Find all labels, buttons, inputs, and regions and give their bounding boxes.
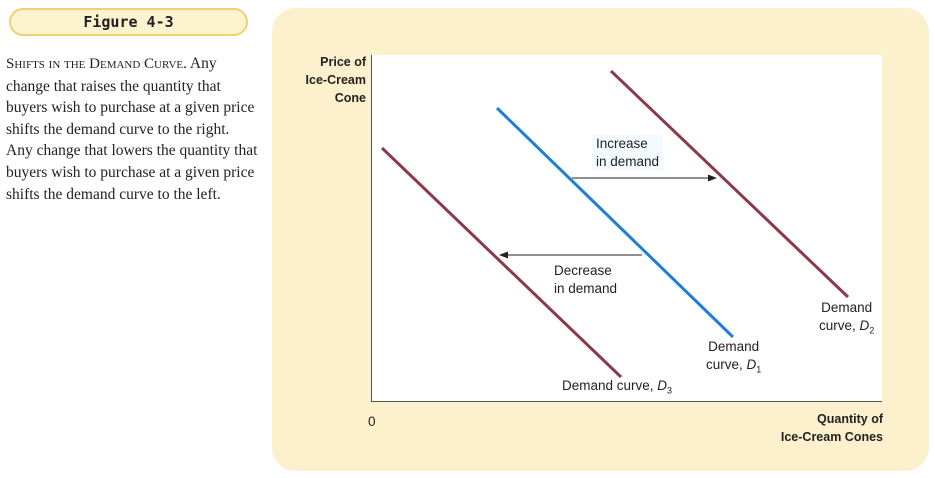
d3-subscript: 3 — [667, 385, 673, 396]
d1-label-line2-wrap: curve, D1 — [706, 357, 762, 375]
plot-area — [371, 55, 882, 402]
y-axis-label-line1: Price of — [320, 55, 366, 69]
demand-curve-d3 — [380, 146, 623, 379]
y-axis-label-line2: Ice-Cream — [305, 73, 366, 87]
d2-label-line1: Demand — [821, 300, 873, 315]
curve-label-d2: Demand curve, D2 — [819, 299, 874, 340]
x-axis-label: Quantity of Ice-Cream Cones — [730, 410, 883, 446]
x-axis-label-line1: Quantity of — [817, 412, 883, 426]
increase-annotation: Increase in demand — [592, 135, 664, 171]
caption-title: Shifts in the Demand Curve. — [6, 56, 187, 72]
d2-subscript: 2 — [869, 325, 875, 336]
caption-body: Any change that raises the quantity that… — [6, 55, 258, 203]
decrease-annotation: Decrease in demand — [554, 262, 617, 298]
increase-line2: in demand — [596, 154, 660, 169]
decrease-line1: Decrease — [554, 263, 612, 278]
figure-label: Figure 4-3 — [9, 8, 248, 36]
d2-label-line2-wrap: curve, D2 — [819, 318, 875, 336]
y-axis-label-line3: Cone — [334, 91, 366, 105]
curve-label-d3: Demand curve, D3 — [562, 378, 673, 396]
decrease-line2: in demand — [554, 281, 618, 296]
curve-label-d1: Demand curve, D1 — [706, 338, 761, 379]
demand-curve-d1 — [495, 106, 735, 339]
x-axis-label-line2: Ice-Cream Cones — [780, 430, 883, 444]
increase-line1: Increase — [596, 136, 648, 151]
d3-label-text: Demand curve, — [562, 378, 658, 393]
figure-caption: Shifts in the Demand Curve. Any change t… — [6, 53, 258, 205]
d1-label-line1: Demand — [708, 339, 760, 354]
origin-label: 0 — [368, 414, 376, 429]
demand-curve-d2 — [609, 69, 850, 299]
d2-label-line2: curve, — [819, 318, 860, 333]
y-axis-label: Price of Ice-Cream Cone — [276, 53, 366, 107]
d1-label-line2: curve, — [706, 357, 747, 372]
d1-subscript: 1 — [756, 364, 762, 375]
